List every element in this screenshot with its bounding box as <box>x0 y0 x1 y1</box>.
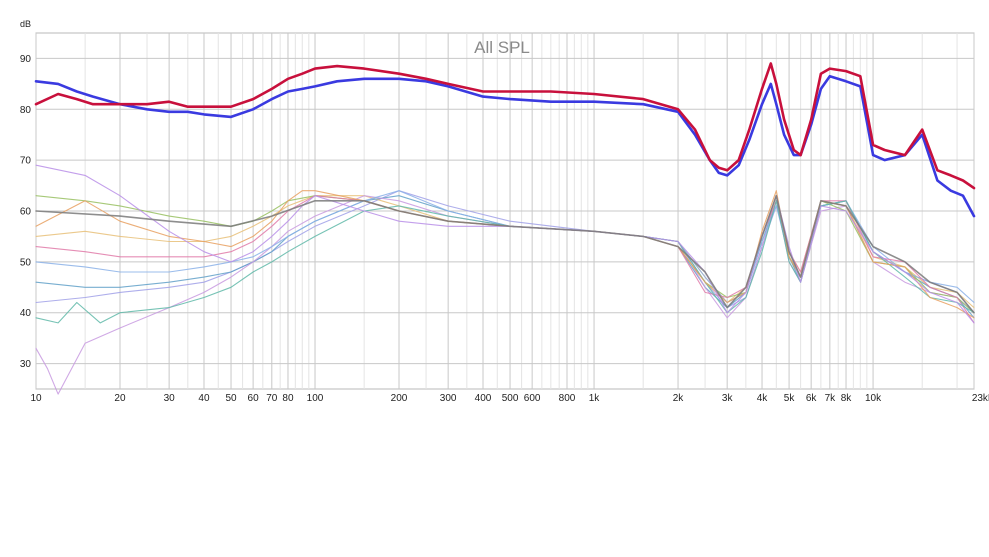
x-tick-label: 4k <box>757 393 769 404</box>
y-axis-tick-labels: 30 40 50 60 70 80 90 <box>20 54 32 370</box>
x-tick-label: 70 <box>266 393 278 404</box>
x-tick-label: 5k <box>784 393 796 404</box>
series-line <box>35 194 975 314</box>
x-tick-label: 10 <box>30 393 42 404</box>
x-tick-label: 80 <box>282 393 294 404</box>
x-tick-label: 20 <box>114 393 126 404</box>
x-tick-label: 50 <box>225 393 237 404</box>
x-tick-label: 60 <box>248 393 260 404</box>
x-tick-label: 100 <box>307 393 324 404</box>
y-tick-label: 60 <box>20 207 32 218</box>
x-tick-label: 400 <box>475 393 492 404</box>
x-tick-label: 500 <box>502 393 519 404</box>
x-tick-label: 300 <box>440 393 457 404</box>
x-tick-label: 200 <box>391 393 408 404</box>
series-line <box>34 62 976 190</box>
x-tick-label: 10k <box>865 393 882 404</box>
y-tick-label: 30 <box>20 359 32 370</box>
x-tick-label: 40 <box>198 393 210 404</box>
x-tick-label: 7k <box>825 393 837 404</box>
x-tick-label: 800 <box>559 393 576 404</box>
y-tick-label: 90 <box>20 54 32 65</box>
x-tick-label: 8k <box>841 393 853 404</box>
series-layer <box>34 62 976 395</box>
y-tick-label: 70 <box>20 156 32 167</box>
x-tick-label: 6k <box>806 393 818 404</box>
y-tick-label: 80 <box>20 105 32 116</box>
x-tick-label: 30 <box>164 393 176 404</box>
chart-title: All SPL <box>474 38 530 57</box>
x-tick-label: 2k <box>673 393 685 404</box>
y-tick-label: 40 <box>20 308 32 319</box>
y-tick-label: 50 <box>20 257 32 268</box>
x-axis-tick-labels: 10 20 30 40 50 60 70 80 100 200 300 400 500 600 800 1k 2… <box>30 393 989 404</box>
x-tick-label: 3k <box>722 393 734 404</box>
series-line <box>34 74 976 218</box>
y-axis-unit: dB <box>20 19 31 29</box>
x-tick-label: 600 <box>524 393 541 404</box>
x-tick-label: 23kHz <box>972 393 989 404</box>
x-tick-label: 1k <box>589 393 601 404</box>
